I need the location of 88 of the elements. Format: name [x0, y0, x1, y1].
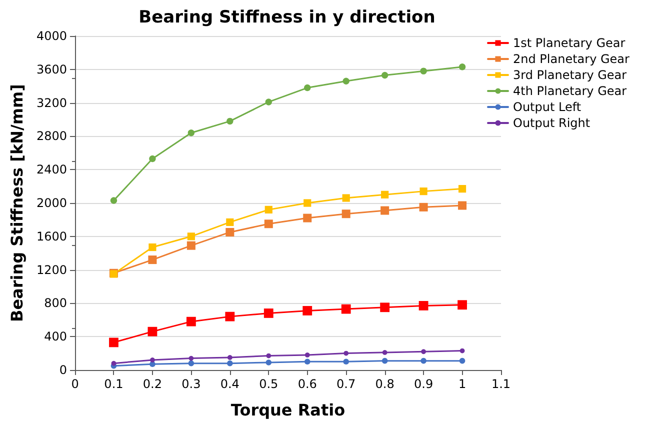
x-axis-title: Torque Ratio — [230, 400, 346, 420]
point — [304, 199, 312, 207]
point — [188, 130, 195, 136]
point — [226, 228, 234, 236]
y-tick-label: 0 — [59, 363, 67, 377]
legend-label: Output Left — [513, 100, 582, 114]
x-tick-label: 0.4 — [220, 377, 240, 391]
x-tick-label: 0.6 — [298, 377, 317, 391]
point — [459, 358, 466, 364]
point — [382, 358, 388, 364]
point — [111, 360, 116, 366]
x-tick-label: 0.7 — [336, 377, 356, 391]
point — [343, 358, 349, 365]
point — [421, 349, 426, 354]
x-tick-label: 1.1 — [491, 377, 511, 391]
x-tick-label: 0.1 — [104, 377, 124, 391]
point — [186, 241, 196, 250]
point — [420, 68, 427, 74]
point — [342, 78, 350, 84]
point — [344, 350, 349, 356]
point — [264, 220, 273, 228]
point — [110, 197, 118, 204]
y-tick-label: 2400 — [36, 162, 67, 177]
point — [418, 301, 428, 310]
point — [303, 214, 312, 222]
point — [342, 194, 350, 202]
point — [188, 360, 194, 366]
point — [304, 358, 310, 365]
y-tick-label: 4000 — [36, 29, 67, 43]
point — [188, 356, 194, 361]
y-tick-label: 800 — [44, 296, 67, 310]
legend-label: 2nd Planetary Gear — [513, 52, 630, 66]
legend-label: 1st Planetary Gear — [513, 36, 626, 50]
y-tick-label: 3600 — [36, 62, 67, 76]
x-tick-label: 0.8 — [375, 377, 394, 391]
point — [187, 232, 195, 240]
legend-label: Output Right — [513, 116, 590, 130]
point — [227, 360, 233, 366]
point — [419, 202, 428, 212]
point — [342, 210, 350, 218]
y-tick-label: 1600 — [36, 229, 67, 244]
point — [266, 360, 272, 366]
x-tick-label: 0 — [71, 377, 79, 391]
point — [226, 218, 234, 226]
point — [382, 350, 388, 355]
point — [381, 72, 388, 79]
point — [265, 98, 272, 106]
point — [149, 155, 156, 162]
y-tick-label: 3200 — [36, 96, 67, 110]
point — [148, 326, 158, 336]
point — [341, 304, 351, 314]
chart-title: Bearing Stiffness in y direction — [138, 8, 436, 28]
point — [186, 316, 196, 326]
y-tick-label: 2000 — [36, 196, 67, 210]
point — [420, 358, 426, 364]
point — [304, 352, 310, 358]
point — [302, 306, 312, 316]
point — [226, 118, 234, 125]
point — [460, 348, 465, 354]
point — [304, 84, 311, 92]
point — [381, 190, 389, 198]
x-tick-label: 1 — [458, 377, 466, 391]
y-tick-label: 1200 — [36, 262, 67, 277]
legend-label: 3rd Planetary Gear — [513, 68, 627, 82]
y-tick-label: 2800 — [36, 129, 67, 144]
point — [380, 302, 390, 312]
x-tick-label: 0.2 — [142, 377, 162, 391]
x-tick-label: 0.9 — [414, 377, 434, 391]
point — [109, 338, 118, 348]
y-tick-label: 400 — [44, 330, 67, 344]
point — [227, 355, 232, 360]
point — [150, 358, 155, 362]
point — [458, 300, 467, 310]
point — [458, 201, 467, 210]
legend-label: 4th Planetary Gear — [513, 84, 627, 98]
y-axis-title: Bearing Stiffness [kN/mm] — [8, 84, 26, 322]
x-tick-label: 0.5 — [259, 377, 278, 391]
point — [225, 312, 235, 322]
point — [458, 64, 466, 70]
point — [264, 308, 274, 318]
point — [264, 206, 272, 214]
point — [148, 256, 157, 264]
point — [380, 206, 390, 215]
point — [148, 243, 156, 252]
x-tick-label: 0.3 — [182, 377, 201, 391]
point — [458, 185, 466, 193]
point — [266, 353, 272, 358]
point — [420, 188, 428, 196]
